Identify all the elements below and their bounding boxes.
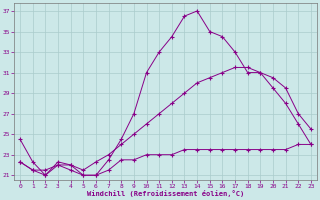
X-axis label: Windchill (Refroidissement éolien,°C): Windchill (Refroidissement éolien,°C)	[87, 190, 244, 197]
